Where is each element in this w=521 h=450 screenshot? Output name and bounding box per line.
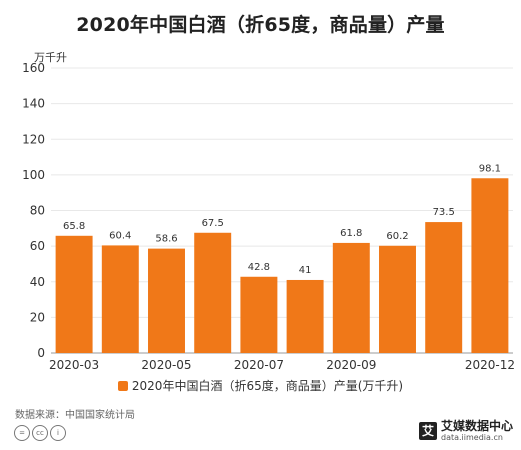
info-icon: i	[50, 425, 66, 441]
bar-2020-06	[194, 232, 232, 353]
y-axis-unit: 万千升	[34, 51, 67, 64]
cc-icon: cc	[32, 425, 48, 441]
data-label: 98.1	[479, 163, 501, 174]
bar-2020-10	[379, 245, 416, 353]
bar-2020-07	[240, 276, 278, 353]
legend: 2020年中国白酒（折65度，商品量）产量(万千升)	[0, 377, 521, 394]
data-label: 60.4	[109, 230, 131, 241]
x-tick-label: 2020-09	[326, 358, 376, 372]
data-label: 60.2	[386, 231, 408, 242]
y-tick-label: 40	[30, 275, 45, 289]
brand-url: data.iimedia.cn	[440, 433, 503, 442]
brand-logo-icon: 艾	[418, 422, 437, 440]
bar-2020-03	[55, 235, 93, 353]
brand: 艾 艾媒数据中心 data.iimedia.cn	[418, 419, 513, 442]
data-label: 41	[299, 265, 312, 276]
data-label: 67.5	[202, 218, 224, 229]
data-label: 65.8	[63, 221, 85, 232]
data-label: 42.8	[248, 262, 270, 273]
y-tick-label: 140	[22, 97, 45, 111]
bar-2020-12	[471, 178, 509, 353]
bar-2020-09	[332, 242, 370, 353]
brand-name: 艾媒数据中心	[440, 419, 513, 433]
x-tick-label: 2020-07	[234, 358, 284, 372]
data-labels: 65.8 60.4 58.6 67.5 42.8 41 61.8 60.2 73.5 98.1	[63, 163, 501, 276]
bar-2020-04	[101, 245, 139, 353]
bar-2020-05	[148, 248, 185, 353]
y-tick-label: 100	[22, 168, 45, 182]
x-tick-label: 2020-03	[49, 358, 99, 372]
x-tick-label: 2020-12	[465, 358, 515, 372]
y-tick-label: 160	[22, 61, 45, 75]
equals-icon: =	[14, 425, 30, 441]
x-axis-ticks: 2020-03 2020-05 2020-07 2020-09 2020-12	[49, 358, 515, 372]
legend-label: 2020年中国白酒（折65度，商品量）产量(万千升)	[131, 379, 404, 393]
data-label: 73.5	[433, 207, 455, 218]
y-tick-label: 20	[30, 310, 45, 324]
legend-swatch	[117, 381, 128, 391]
y-tick-label: 80	[30, 204, 45, 218]
y-tick-label: 120	[22, 132, 45, 146]
data-label: 61.8	[340, 228, 362, 239]
y-tick-label: 0	[37, 346, 45, 360]
bars	[55, 178, 509, 353]
bar-chart: 0 20 40 60 80 100 120 140 160 65.8 60.4 58.6 67.5 42…	[22, 51, 515, 372]
data-label: 58.6	[155, 234, 177, 245]
bar-2020-11	[425, 222, 463, 353]
chart-title: 2020年中国白酒（折65度，商品量）产量	[76, 14, 445, 36]
bar-2020-08	[286, 279, 324, 353]
x-tick-label: 2020-05	[141, 358, 191, 372]
y-tick-label: 60	[30, 239, 45, 253]
data-source: 数据来源：中国国家统计局	[15, 410, 135, 421]
y-axis-ticks: 0 20 40 60 80 100 120 140 160	[22, 61, 45, 360]
license-icons: = cc i	[14, 425, 66, 441]
